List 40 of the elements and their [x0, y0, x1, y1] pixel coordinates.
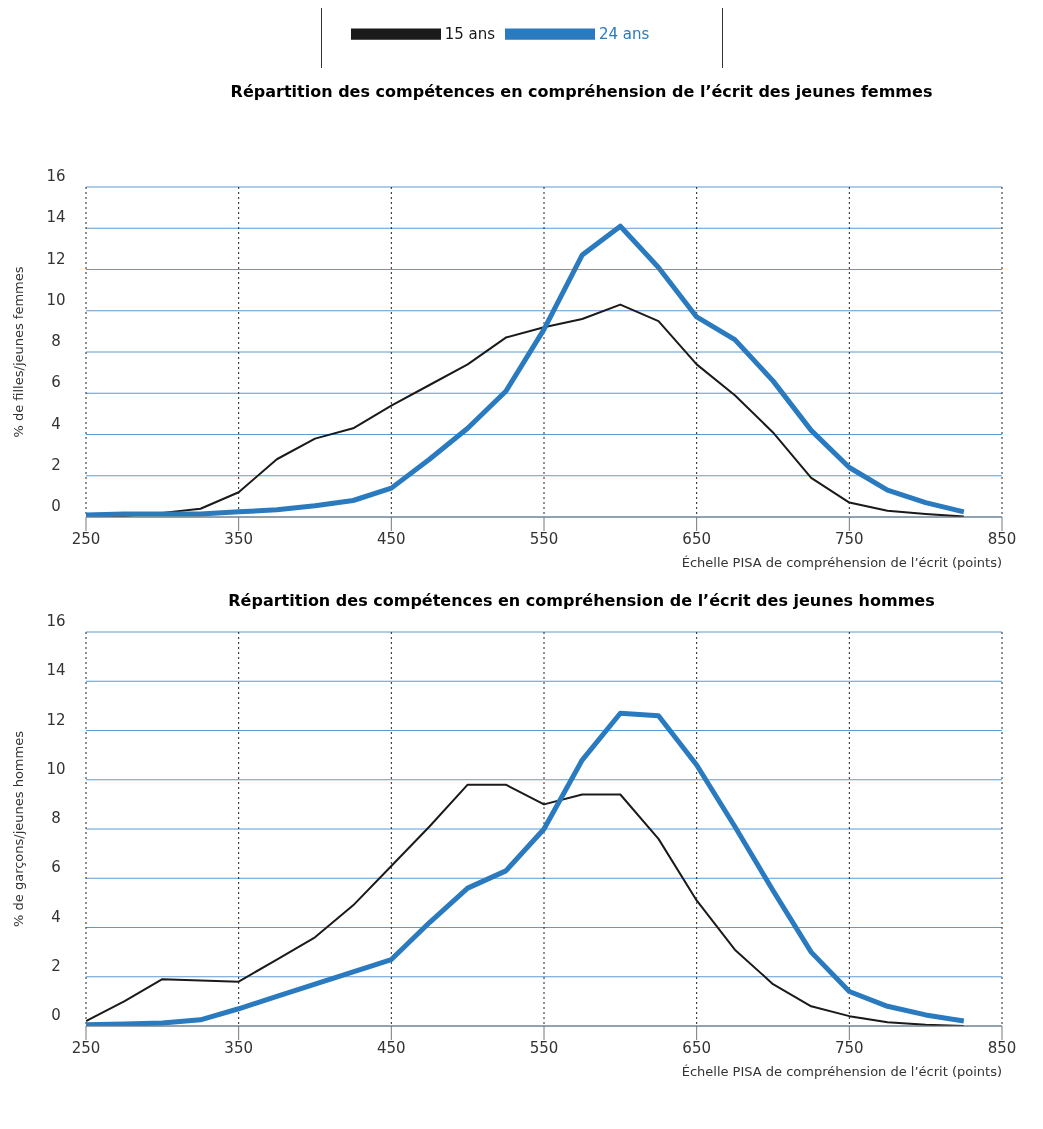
- x-tick-label: 450: [377, 1038, 406, 1057]
- y-tick-label: 16: [46, 167, 66, 185]
- y-tick-label: 10: [46, 290, 66, 309]
- y-tick-label: 2: [51, 455, 61, 474]
- x-tick-label: 350: [224, 1038, 253, 1057]
- y-tick-label: 0: [51, 497, 61, 515]
- x-axis-title: Échelle PISA de compréhension de l’écrit (points): [681, 1064, 1002, 1079]
- x-tick-label: 650: [682, 529, 711, 548]
- y-tick-label: 0: [51, 1006, 61, 1024]
- x-axis-title: Échelle PISA de compréhension de l’écrit (points): [681, 555, 1002, 570]
- x-tick-label: 650: [682, 1038, 711, 1057]
- y-tick-label: 4: [51, 907, 61, 926]
- x-tick-label: 750: [835, 1038, 864, 1057]
- y-tick-label: 8: [51, 332, 61, 350]
- y-tick-label: 16: [46, 612, 66, 630]
- x-tick-label: 850: [987, 529, 1017, 548]
- chart-title: Répartition des compétences en compréhension de l’écrit des jeunes femmes: [229, 82, 934, 101]
- y-axis-title: % de filles/jeunes femmes: [10, 266, 26, 438]
- y-tick-label: 2: [51, 956, 61, 975]
- x-tick-label: 550: [529, 529, 559, 548]
- x-tick-label: 350: [224, 529, 253, 548]
- y-tick-label: 8: [51, 809, 61, 827]
- y-tick-label: 6: [51, 858, 61, 877]
- x-tick-label: 250: [71, 529, 101, 548]
- y-tick-label: 14: [46, 208, 66, 227]
- chart-title: Répartition des compétences en compréhension de l’écrit des jeunes hommes: [227, 591, 936, 610]
- y-tick-label: 12: [46, 249, 66, 268]
- x-tick-label: 450: [377, 529, 406, 548]
- text: 24 ans: [599, 24, 650, 43]
- y-tick-label: 10: [46, 759, 66, 778]
- x-tick-label: 550: [529, 1038, 559, 1057]
- x-tick-label: 850: [987, 1038, 1017, 1057]
- y-axis-title: % de garçons/jeunes hommes: [10, 730, 26, 927]
- text: 15 ans: [444, 24, 495, 43]
- y-tick-label: 14: [46, 661, 66, 680]
- x-tick-label: 250: [71, 1038, 101, 1057]
- y-tick-label: 6: [51, 373, 61, 392]
- x-tick-label: 750: [835, 529, 864, 548]
- y-tick-label: 12: [46, 710, 66, 729]
- y-tick-label: 4: [51, 414, 61, 433]
